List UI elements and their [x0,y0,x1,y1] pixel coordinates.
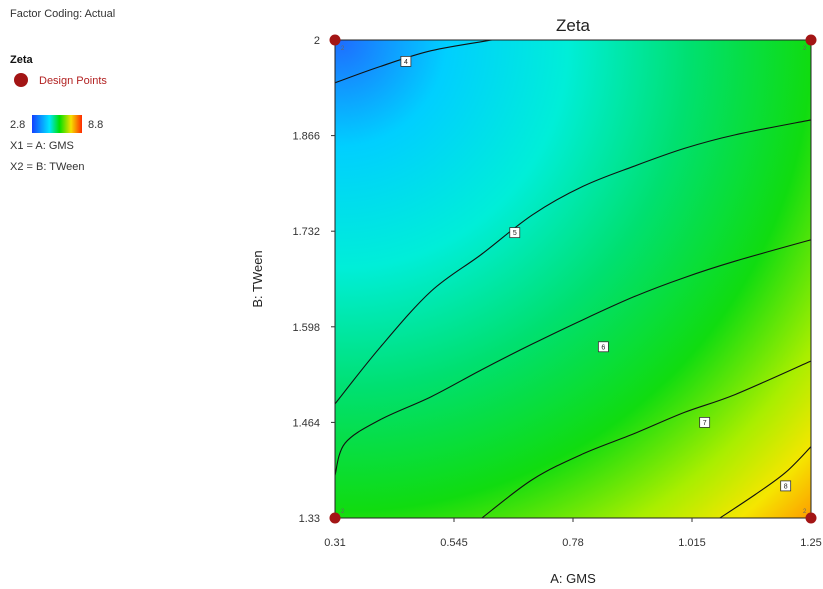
factor-x1-label: X1 = A: GMS [10,140,74,152]
y-tick-label: 1.33 [299,513,320,525]
color-range-min: 2.8 [10,119,26,131]
contour-line [481,360,811,518]
contour-label-box [597,341,609,353]
design-point [329,512,341,524]
y-tick-label: 1.866 [292,131,320,143]
x-tick-label: 1.015 [678,537,706,549]
response-name: Zeta [10,54,33,66]
contour-fill-area [335,40,811,518]
y-axis-label: B: TWeen [250,250,265,307]
contour-label-box [780,480,792,492]
design-points-label: Design Points [39,75,107,87]
contour-label-box [400,56,412,67]
factor-x2-label: X2 = B: TWeen [10,161,85,173]
contour-label: 7 [703,420,707,427]
design-point-marker-icon [14,73,28,87]
contour-line [719,446,811,518]
design-point-replicate-label: 2 [341,509,345,515]
x-tick-label: 0.78 [562,537,583,549]
x-tick-label: 1.25 [800,537,821,549]
x-tick-label: 0.545 [440,537,468,549]
contour-line [335,239,811,476]
y-tick-label: 2 [314,35,320,47]
x-tick-label: 0.31 [324,537,345,549]
contour-label-box [509,227,521,239]
design-point-replicate-label: 2 [341,46,345,52]
contour-label-box [699,416,711,428]
contour-label: 8 [784,483,788,490]
x-axis-label: A: GMS [550,571,596,586]
contour-line [335,119,811,405]
contour-label: 6 [601,344,605,351]
design-point [805,512,817,524]
contour-label: 5 [513,230,517,237]
design-point [805,34,817,46]
y-tick-label: 1.732 [292,226,320,238]
contour-label: 4 [404,59,408,66]
design-point [329,34,341,46]
y-tick-label: 1.464 [292,417,320,429]
design-point-replicate-label: 2 [803,509,807,515]
y-tick-label: 1.598 [292,322,320,334]
design-point-replicate-label: 2 [803,46,807,52]
color-scale-bar [32,115,82,133]
factor-coding-label: Factor Coding: Actual [10,8,116,20]
color-range-max: 8.8 [88,119,104,131]
chart-title: Zeta [556,16,591,35]
